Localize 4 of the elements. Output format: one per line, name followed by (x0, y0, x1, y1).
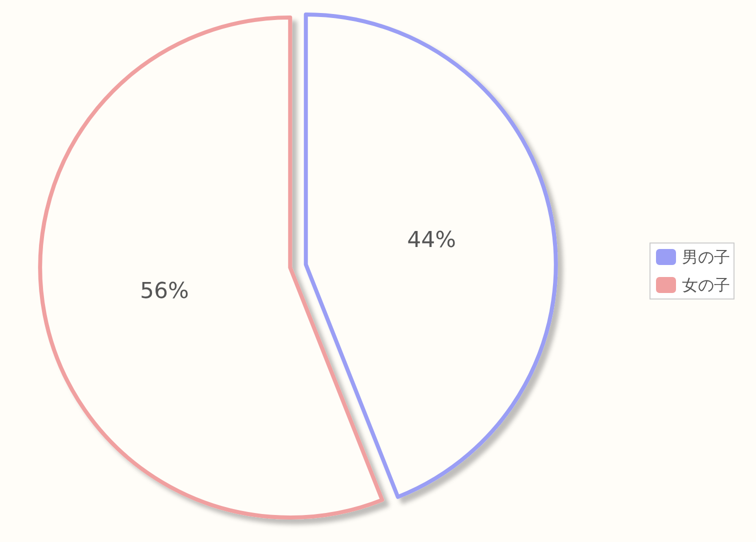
legend-label: 男の子 (682, 248, 730, 266)
data-label: 44% (407, 228, 456, 254)
data-label: 56% (140, 278, 189, 304)
legend-label: 女の子 (682, 276, 730, 294)
